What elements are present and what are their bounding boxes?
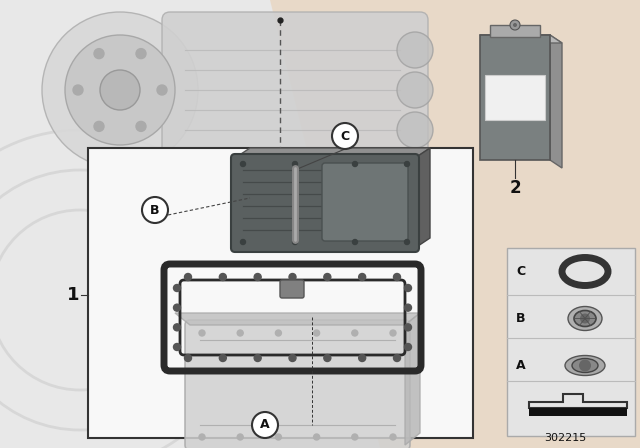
Circle shape xyxy=(580,314,590,323)
Circle shape xyxy=(157,85,167,95)
Circle shape xyxy=(394,354,401,362)
Circle shape xyxy=(404,240,410,245)
Circle shape xyxy=(404,284,412,292)
Circle shape xyxy=(332,123,358,149)
Circle shape xyxy=(220,273,227,280)
Circle shape xyxy=(142,197,168,223)
Circle shape xyxy=(241,161,246,167)
Circle shape xyxy=(199,330,205,336)
Circle shape xyxy=(254,354,261,362)
Circle shape xyxy=(314,434,319,440)
Circle shape xyxy=(173,304,180,311)
FancyBboxPatch shape xyxy=(280,280,304,298)
Circle shape xyxy=(404,304,412,311)
Circle shape xyxy=(397,32,433,68)
Circle shape xyxy=(73,85,83,95)
Circle shape xyxy=(358,354,365,362)
Circle shape xyxy=(94,121,104,131)
Bar xyxy=(507,248,635,436)
Circle shape xyxy=(324,273,331,280)
Circle shape xyxy=(404,344,412,350)
FancyBboxPatch shape xyxy=(231,154,419,252)
Circle shape xyxy=(390,434,396,440)
Circle shape xyxy=(397,72,433,108)
Circle shape xyxy=(275,330,282,336)
Circle shape xyxy=(252,412,278,438)
Bar xyxy=(480,35,550,160)
Polygon shape xyxy=(529,408,627,416)
Circle shape xyxy=(184,273,191,280)
Text: A: A xyxy=(260,418,270,431)
Circle shape xyxy=(579,359,591,371)
Polygon shape xyxy=(550,35,562,168)
Circle shape xyxy=(220,354,227,362)
Circle shape xyxy=(314,330,319,336)
Circle shape xyxy=(173,344,180,350)
Bar xyxy=(490,25,540,37)
Circle shape xyxy=(394,273,401,280)
FancyBboxPatch shape xyxy=(185,320,410,448)
Ellipse shape xyxy=(565,356,605,375)
Polygon shape xyxy=(480,35,562,43)
Polygon shape xyxy=(175,313,420,325)
Ellipse shape xyxy=(568,306,602,331)
Text: 1: 1 xyxy=(67,286,79,304)
Circle shape xyxy=(352,434,358,440)
Circle shape xyxy=(254,273,261,280)
Circle shape xyxy=(136,49,146,59)
Circle shape xyxy=(237,330,243,336)
Circle shape xyxy=(173,324,180,331)
Circle shape xyxy=(42,12,198,168)
Circle shape xyxy=(289,273,296,280)
Circle shape xyxy=(275,434,282,440)
Circle shape xyxy=(65,35,175,145)
Polygon shape xyxy=(270,0,640,448)
Circle shape xyxy=(100,70,140,110)
Polygon shape xyxy=(415,148,430,248)
FancyBboxPatch shape xyxy=(162,12,428,173)
Circle shape xyxy=(289,354,296,362)
Circle shape xyxy=(184,354,191,362)
Text: 2: 2 xyxy=(509,179,521,197)
Circle shape xyxy=(358,273,365,280)
Circle shape xyxy=(237,434,243,440)
Circle shape xyxy=(241,240,246,245)
Circle shape xyxy=(513,23,517,27)
Circle shape xyxy=(199,434,205,440)
Polygon shape xyxy=(405,313,420,445)
Ellipse shape xyxy=(574,310,596,327)
Text: C: C xyxy=(516,265,525,278)
Bar xyxy=(88,148,473,438)
Bar xyxy=(485,75,545,120)
Circle shape xyxy=(136,121,146,131)
Circle shape xyxy=(353,161,358,167)
Circle shape xyxy=(324,354,331,362)
Polygon shape xyxy=(235,148,430,158)
Text: C: C xyxy=(340,129,349,142)
Circle shape xyxy=(292,240,298,245)
Text: A: A xyxy=(516,359,526,372)
Circle shape xyxy=(404,324,412,331)
Ellipse shape xyxy=(572,358,598,372)
Text: 302215: 302215 xyxy=(544,433,586,443)
Circle shape xyxy=(292,161,298,167)
Circle shape xyxy=(94,49,104,59)
Circle shape xyxy=(397,112,433,148)
Circle shape xyxy=(352,330,358,336)
Circle shape xyxy=(390,330,396,336)
Text: B: B xyxy=(516,312,525,325)
Circle shape xyxy=(353,240,358,245)
Circle shape xyxy=(510,20,520,30)
Text: B: B xyxy=(150,203,160,216)
Circle shape xyxy=(404,161,410,167)
Circle shape xyxy=(173,284,180,292)
FancyBboxPatch shape xyxy=(322,163,408,241)
